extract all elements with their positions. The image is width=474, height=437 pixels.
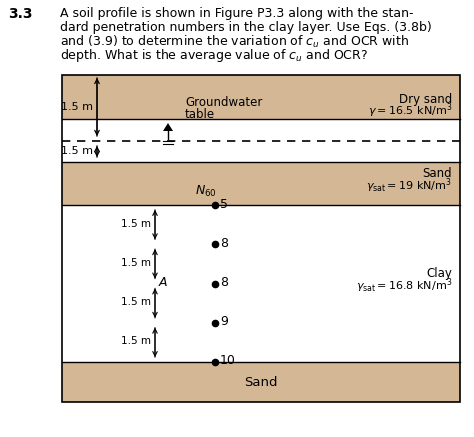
Text: 1.5 m: 1.5 m [61,146,93,156]
Text: $\gamma_\mathrm{sat} = 19\ \mathrm{kN/m}^3$: $\gamma_\mathrm{sat} = 19\ \mathrm{kN/m}… [366,176,452,195]
Text: and (3.9) to determine the variation of $c_u$ and OCR with: and (3.9) to determine the variation of … [60,34,409,50]
Text: Clay: Clay [426,267,452,280]
Polygon shape [163,123,173,131]
Text: A soil profile is shown in Figure P3.3 along with the stan-: A soil profile is shown in Figure P3.3 a… [60,7,413,20]
Text: 1.5 m: 1.5 m [121,258,151,268]
Text: 8: 8 [220,276,228,289]
Bar [62,75,460,119]
Text: 8: 8 [220,237,228,250]
Text: 9: 9 [220,315,228,328]
Text: table: table [185,108,215,121]
Text: 5: 5 [220,198,228,211]
Text: $\gamma_\mathrm{sat} = 16.8\ \mathrm{kN/m}^3$: $\gamma_\mathrm{sat} = 16.8\ \mathrm{kN/… [356,276,452,295]
Text: 1.5 m: 1.5 m [61,102,93,112]
Bar [62,119,460,162]
Text: dard penetration numbers in the clay layer. Use Eqs. (3.8b): dard penetration numbers in the clay lay… [60,21,432,34]
Text: $N_{60}$: $N_{60}$ [195,184,217,198]
Bar [62,362,460,402]
Text: depth. What is the average value of $c_u$ and OCR?: depth. What is the average value of $c_u… [60,48,368,65]
Text: 3.3: 3.3 [8,7,33,21]
Bar [62,205,460,362]
Text: 1.5 m: 1.5 m [121,297,151,307]
Text: 1.5 m: 1.5 m [121,218,151,229]
Text: $\gamma = 16.5\ \mathrm{kN/m}^3$: $\gamma = 16.5\ \mathrm{kN/m}^3$ [368,102,452,120]
Text: $A$: $A$ [158,276,168,289]
Text: Sand: Sand [422,167,452,180]
Text: Sand: Sand [244,375,278,388]
Text: 10: 10 [220,354,236,368]
Bar [62,75,460,402]
Text: Dry sand: Dry sand [399,93,452,105]
Text: Groundwater: Groundwater [185,97,263,110]
Text: 1.5 m: 1.5 m [121,336,151,347]
Bar [62,162,460,205]
